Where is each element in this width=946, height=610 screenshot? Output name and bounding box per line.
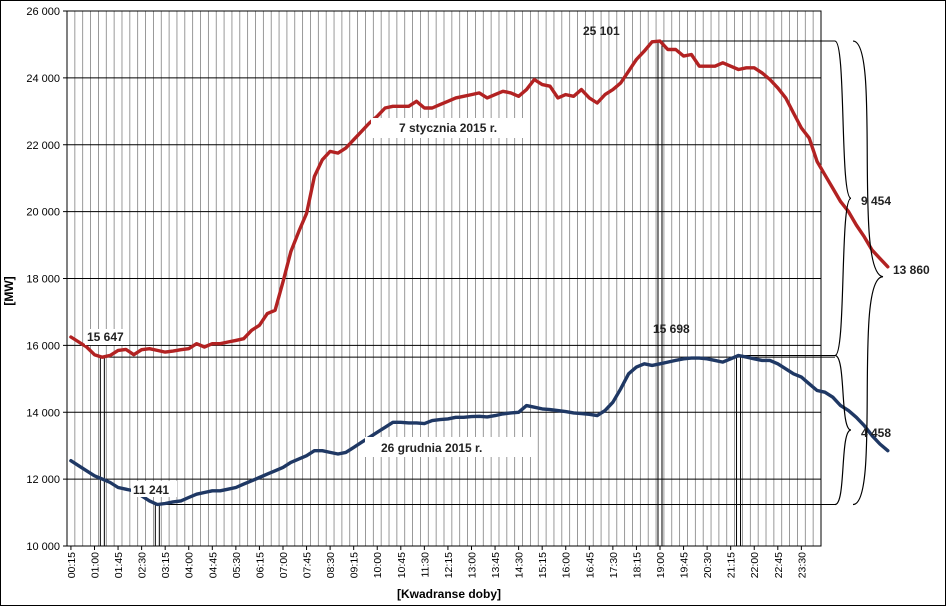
- series1-label: 7 stycznia 2015 r.: [399, 121, 497, 135]
- grid: [63, 10, 822, 547]
- x-tick-label: 10:00: [372, 552, 384, 578]
- series2-label-bg: [365, 437, 535, 457]
- range-braces: [834, 40, 884, 506]
- x-tick-label: 16:45: [584, 552, 596, 578]
- x-axis-title: [Kwadranse doby]: [397, 587, 501, 601]
- x-tick-label: 04:45: [207, 552, 219, 578]
- x-tick-label: 13:00: [466, 552, 478, 578]
- x-tick-label: 21:15: [726, 552, 738, 578]
- range-total-brace: [852, 40, 884, 506]
- range1-brace: [834, 40, 852, 357]
- x-tick-label: 12:15: [443, 552, 455, 578]
- y-tick-label: 24 000: [26, 73, 60, 85]
- y-tick-label: 12 000: [26, 474, 60, 486]
- x-tick-label: 14:30: [514, 552, 526, 578]
- x-tick-label: 18:15: [631, 552, 643, 578]
- max2-label: 15 698: [653, 322, 690, 336]
- x-tick-label: 13:45: [490, 552, 502, 578]
- y-tick-label: 14 000: [26, 407, 60, 419]
- x-tick-label: 10:45: [396, 552, 408, 578]
- y-tick-label: 20 000: [26, 207, 60, 219]
- x-tick-label: 16:00: [561, 552, 573, 578]
- range-total-label: 13 860: [893, 263, 930, 277]
- y-tick-labels: 10 000 12 000 14 000 16 000 18 000 20 000 22 0…: [26, 6, 60, 553]
- series-line-2: [69, 353, 890, 507]
- x-tick-label: 22:00: [749, 552, 761, 578]
- x-tick-label: 05:30: [231, 552, 243, 578]
- range2-brace: [834, 354, 852, 506]
- x-tick-label: 04:00: [184, 552, 196, 578]
- y-tick-label: 22 000: [26, 140, 60, 152]
- series2-label: 26 grudnia 2015 r.: [381, 441, 482, 455]
- x-tick-labels: 00:15 01:00 01:45 02:30 03:15 04:00 04:45 05:30…: [66, 546, 808, 578]
- x-tick-label: 02:30: [137, 552, 149, 578]
- series-line-1: [69, 39, 890, 359]
- x-tick-label: 01:00: [89, 552, 101, 578]
- min1-label-bg: [85, 329, 129, 345]
- x-tick-label: 07:00: [278, 552, 290, 578]
- x-tick-label: 15:15: [537, 552, 549, 578]
- x-tick-label: 09:15: [349, 552, 361, 578]
- series-lines: [69, 39, 890, 507]
- range1-label: 9 454: [861, 194, 891, 208]
- reference-lines: [99, 40, 835, 546]
- range2-label: 4 458: [861, 426, 891, 440]
- x-tick-label: 01:45: [113, 552, 125, 578]
- x-tick-label: 07:45: [302, 552, 314, 578]
- series1-label-bg: [371, 118, 523, 138]
- y-tick-label: 10 000: [26, 541, 60, 553]
- y-tick-label: 16 000: [26, 340, 60, 352]
- x-tick-label: 20:30: [702, 552, 714, 578]
- x-tick-label: 00:15: [66, 552, 78, 578]
- y-tick-label: 26 000: [26, 6, 60, 18]
- x-tick-label: 08:30: [325, 552, 337, 578]
- y-axis-title: [MW]: [2, 276, 16, 305]
- max1-label: 25 101: [583, 24, 620, 38]
- x-tick-label: 06:15: [254, 552, 266, 578]
- x-tick-label: 03:15: [160, 552, 172, 578]
- min2-label-bg: [131, 481, 177, 497]
- y-tick-label: 18 000: [26, 274, 60, 286]
- min1-label: 15 647: [87, 330, 124, 344]
- x-tick-label: 11:30: [419, 552, 431, 578]
- x-tick-label: 17:30: [608, 552, 620, 578]
- x-tick-label: 22:45: [773, 552, 785, 578]
- x-tick-label: 19:00: [655, 552, 667, 578]
- min2-label: 11 241: [133, 483, 169, 497]
- x-tick-label: 23:30: [796, 552, 808, 578]
- x-tick-label: 19:45: [679, 552, 691, 578]
